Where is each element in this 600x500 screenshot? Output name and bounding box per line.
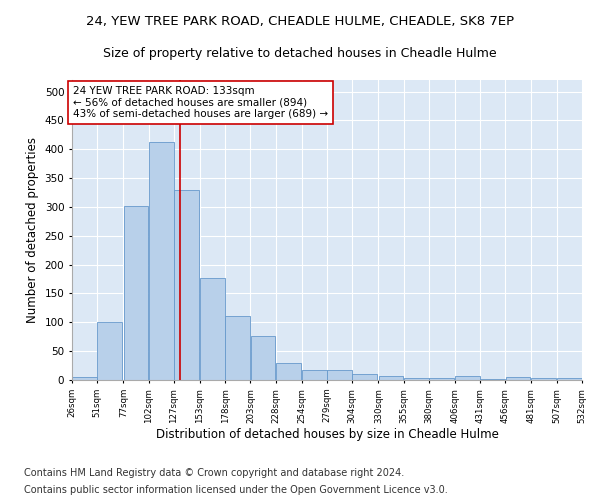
Bar	[506, 377, 530, 380]
Bar	[124, 206, 148, 380]
Bar	[72, 377, 97, 380]
Bar	[226, 316, 250, 380]
Y-axis label: Number of detached properties: Number of detached properties	[26, 137, 39, 323]
Bar	[557, 378, 582, 380]
Bar	[429, 378, 454, 380]
Text: Contains public sector information licensed under the Open Government Licence v3: Contains public sector information licen…	[24, 485, 448, 495]
Text: Size of property relative to detached houses in Cheadle Hulme: Size of property relative to detached ho…	[103, 48, 497, 60]
Text: Contains HM Land Registry data © Crown copyright and database right 2024.: Contains HM Land Registry data © Crown c…	[24, 468, 404, 477]
Bar	[174, 190, 199, 380]
Bar	[327, 370, 352, 380]
Bar	[302, 370, 327, 380]
Bar	[404, 378, 428, 380]
Bar	[379, 376, 403, 380]
X-axis label: Distribution of detached houses by size in Cheadle Hulme: Distribution of detached houses by size …	[155, 428, 499, 441]
Bar	[276, 362, 301, 380]
Bar	[97, 322, 122, 380]
Text: 24 YEW TREE PARK ROAD: 133sqm
← 56% of detached houses are smaller (894)
43% of : 24 YEW TREE PARK ROAD: 133sqm ← 56% of d…	[73, 86, 328, 119]
Bar	[251, 336, 275, 380]
Bar	[481, 379, 505, 380]
Bar	[352, 374, 377, 380]
Bar	[149, 142, 173, 380]
Bar	[531, 378, 556, 380]
Text: 24, YEW TREE PARK ROAD, CHEADLE HULME, CHEADLE, SK8 7EP: 24, YEW TREE PARK ROAD, CHEADLE HULME, C…	[86, 15, 514, 28]
Bar	[200, 278, 225, 380]
Bar	[455, 376, 480, 380]
